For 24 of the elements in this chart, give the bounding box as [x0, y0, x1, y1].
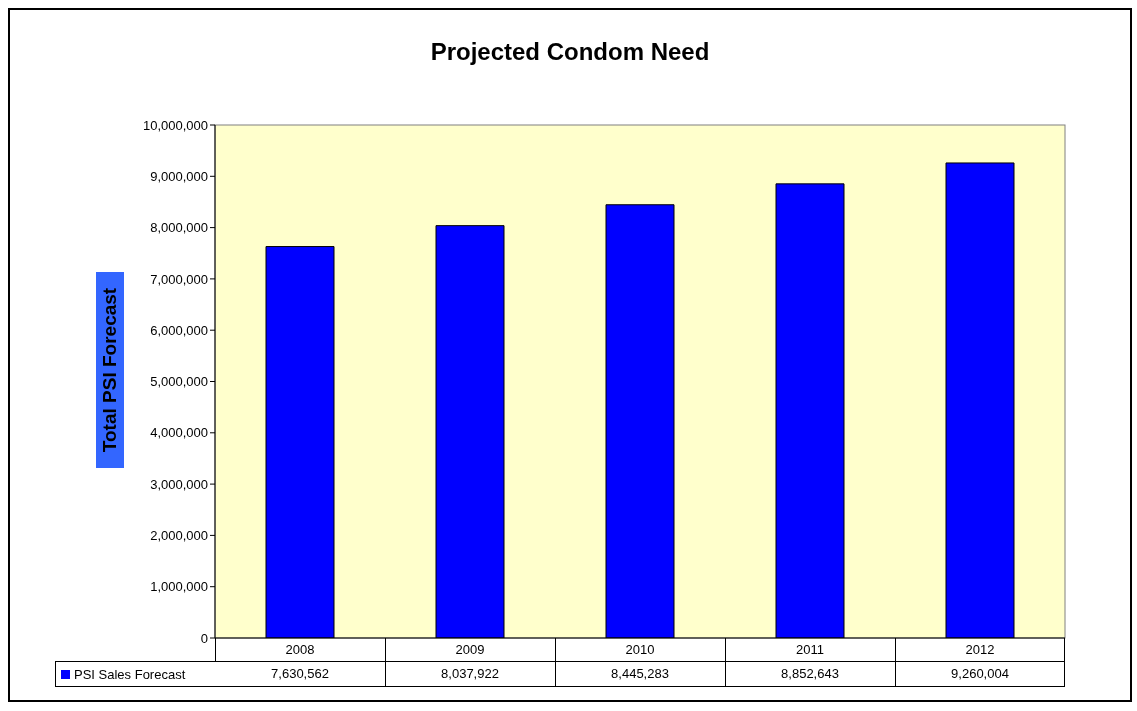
- legend-label: PSI Sales Forecast: [73, 665, 186, 684]
- data-label: 7,630,562: [270, 665, 330, 683]
- y-tick-label: 2,000,000: [150, 528, 208, 544]
- x-tick-label: 2012: [965, 642, 995, 657]
- y-tick-label: 3,000,000: [150, 476, 208, 492]
- y-tick-label: 10,000,000: [142, 117, 208, 133]
- y-tick-label: 4,000,000: [150, 425, 208, 441]
- data-label: 8,037,922: [440, 665, 500, 683]
- y-tick-label: 1,000,000: [150, 579, 208, 595]
- x-tick-label: 2009: [455, 642, 485, 657]
- y-tick-label: 6,000,000: [150, 322, 208, 338]
- data-label: 8,852,643: [780, 665, 840, 683]
- y-tick-label: 7,000,000: [150, 271, 208, 287]
- x-tick-label: 2008: [285, 642, 315, 657]
- x-tick-label: 2011: [796, 642, 824, 657]
- y-axis-title: Total PSI Forecast: [96, 272, 124, 468]
- chart-title: Projected Condom Need: [429, 38, 711, 66]
- data-label: 9,260,004: [950, 665, 1010, 683]
- x-tick-label: 2010: [625, 642, 655, 657]
- y-tick-label: 8,000,000: [150, 220, 208, 236]
- y-tick-label: 9,000,000: [150, 168, 208, 184]
- y-tick-label: 5,000,000: [150, 374, 208, 390]
- y-tick-label: 0: [200, 630, 208, 646]
- data-label: 8,445,283: [610, 665, 670, 683]
